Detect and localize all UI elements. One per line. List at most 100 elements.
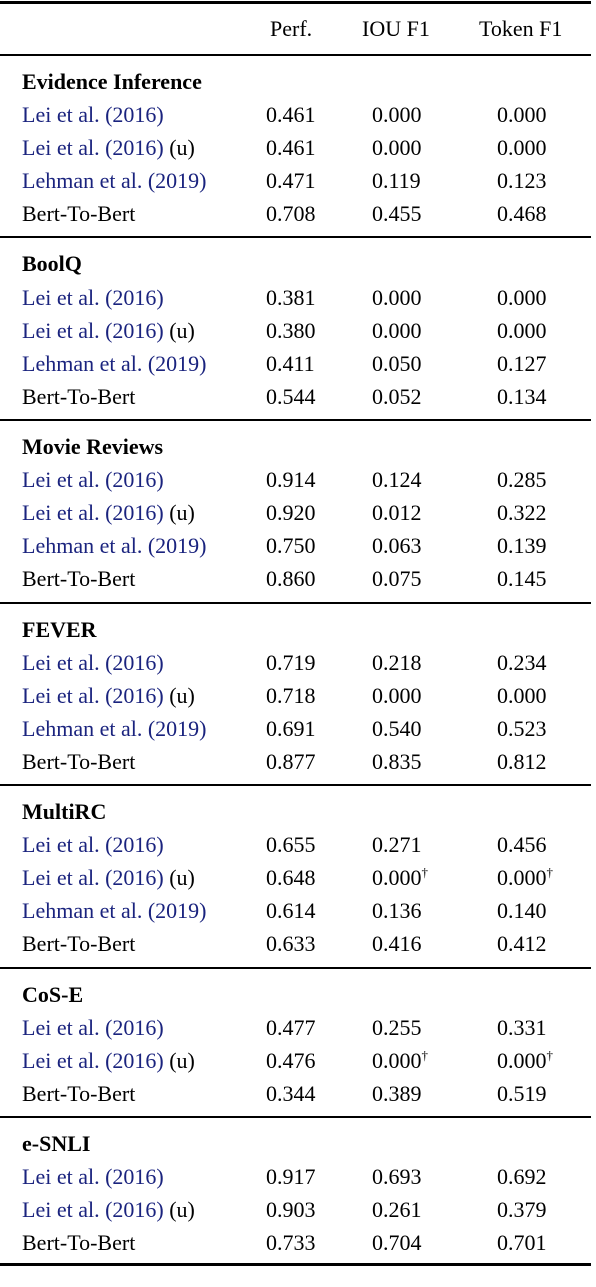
iou-f1-value: 0.124 (372, 467, 422, 492)
iou-f1-cell: 0.052 (372, 380, 422, 413)
table-row: Lei et al. (2016) (u) 0.476 0.000† 0.000† (0, 1044, 591, 1077)
iou-f1-cell: 0.261 (372, 1193, 422, 1226)
model-name: Lehman et al. (2019) (22, 712, 207, 745)
model-name: Lei et al. (2016) (22, 463, 164, 496)
token-f1-cell: 0.139 (497, 529, 547, 562)
perf-value: 0.381 (266, 285, 316, 310)
table-row: Lei et al. (2016) (u) 0.903 0.261 0.379 (0, 1193, 591, 1226)
section-title-row: Movie Reviews (0, 430, 591, 463)
citation-close: ) (156, 285, 164, 310)
iou-f1-cell: 0.218 (372, 646, 422, 679)
iou-f1-cell: 0.704 (372, 1226, 422, 1259)
iou-f1-value: 0.835 (372, 749, 422, 774)
citation-author: Lei et al. ( (22, 285, 113, 310)
citation-author: Lehman et al. ( (22, 351, 156, 376)
model-label: Bert-To-Bert (22, 1230, 136, 1255)
section-title-row: CoS-E (0, 978, 591, 1011)
citation-close: ) (156, 1164, 164, 1189)
section-title-row: Evidence Inference (0, 65, 591, 98)
table-row: Lei et al. (2016) (u) 0.920 0.012 0.322 (0, 496, 591, 529)
section-rule (0, 784, 591, 786)
iou-f1-value: 0.119 (372, 168, 421, 193)
perf-value: 0.718 (266, 683, 316, 708)
model-name: Lei et al. (2016) (22, 1160, 164, 1193)
section-title: e-SNLI (22, 1131, 91, 1156)
token-f1-cell: 0.000 (497, 314, 547, 347)
unsupervised-marker: (u) (163, 135, 195, 160)
section-title: MultiRC (22, 799, 107, 824)
section-title-row: e-SNLI (0, 1127, 591, 1160)
citation-author: Lei et al. ( (22, 318, 113, 343)
token-f1-cell: 0.456 (497, 828, 547, 861)
table-row: Lei et al. (2016) 0.477 0.255 0.331 (0, 1011, 591, 1044)
perf-value: 0.903 (266, 1197, 316, 1222)
token-f1-cell: 0.701 (497, 1226, 547, 1259)
model-name: Lei et al. (2016) (22, 98, 164, 131)
token-f1-value: 0.000 (497, 318, 547, 343)
table-row: Lei et al. (2016) 0.917 0.693 0.692 (0, 1160, 591, 1193)
token-f1-value: 0.000 (497, 865, 547, 890)
iou-f1-cell: 0.063 (372, 529, 422, 562)
citation-year: 2016 (112, 318, 157, 343)
perf-value: 0.471 (266, 168, 316, 193)
unsupervised-marker: (u) (163, 683, 195, 708)
citation-year: 2016 (112, 1015, 157, 1040)
citation-close: ) (156, 135, 164, 160)
table-row: Lei et al. (2016) 0.381 0.000 0.000 (0, 281, 591, 314)
section-title-row: BoolQ (0, 247, 591, 280)
dagger-mark: † (546, 864, 554, 880)
iou-f1-value: 0.000 (372, 865, 422, 890)
citation-year: 2016 (112, 102, 157, 127)
model-name: Lehman et al. (2019) (22, 164, 207, 197)
citation-close: ) (199, 716, 207, 741)
iou-f1-cell: 0.271 (372, 828, 422, 861)
token-f1-value: 0.000 (497, 285, 547, 310)
citation-author: Lehman et al. ( (22, 168, 156, 193)
token-f1-value: 0.234 (497, 650, 547, 675)
model-name: Lei et al. (2016) (u) (22, 679, 195, 712)
unsupervised-marker: (u) (163, 1048, 195, 1073)
token-f1-value: 0.145 (497, 566, 547, 591)
model-name: Bert-To-Bert (22, 562, 135, 595)
iou-f1-cell: 0.000 (372, 131, 422, 164)
iou-f1-value: 0.000 (372, 135, 422, 160)
iou-f1-value: 0.218 (372, 650, 422, 675)
token-f1-value: 0.692 (497, 1164, 547, 1189)
citation-author: Lei et al. ( (22, 467, 113, 492)
citation-author: Lei et al. ( (22, 1164, 113, 1189)
citation-author: Lei et al. ( (22, 650, 113, 675)
citation-author: Lei et al. ( (22, 832, 113, 857)
section-rule (0, 1116, 591, 1118)
bottom-rule (0, 1263, 591, 1266)
iou-f1-value: 0.000 (372, 1048, 422, 1073)
table-row: Lehman et al. (2019) 0.471 0.119 0.123 (0, 164, 591, 197)
citation-close: ) (156, 683, 164, 708)
citation-year: 2019 (155, 533, 200, 558)
perf-value: 0.344 (266, 1081, 316, 1106)
iou-f1-value: 0.261 (372, 1197, 422, 1222)
unsupervised-marker: (u) (163, 865, 195, 890)
iou-f1-value: 0.389 (372, 1081, 422, 1106)
iou-f1-value: 0.704 (372, 1230, 422, 1255)
perf-value: 0.411 (266, 351, 315, 376)
token-f1-value: 0.456 (497, 832, 547, 857)
token-f1-cell: 0.812 (497, 745, 547, 778)
iou-f1-cell: 0.119 (372, 164, 421, 197)
section-title-row: FEVER (0, 613, 591, 646)
model-name: Bert-To-Bert (22, 745, 135, 778)
citation-close: ) (156, 467, 164, 492)
citation-close: ) (156, 832, 164, 857)
token-f1-cell: 0.000† (497, 861, 553, 894)
iou-f1-value: 0.012 (372, 500, 422, 525)
table-row: Bert-To-Bert 0.544 0.052 0.134 (0, 380, 591, 413)
token-f1-cell: 0.322 (497, 496, 547, 529)
token-f1-value: 0.285 (497, 467, 547, 492)
perf-value: 0.461 (266, 102, 316, 127)
token-f1-cell: 0.000 (497, 281, 547, 314)
token-f1-cell: 0.127 (497, 347, 547, 380)
header-token: Token F1 (479, 16, 563, 41)
model-label: Bert-To-Bert (22, 201, 136, 226)
dagger-mark: † (546, 1047, 554, 1063)
section-rule (0, 967, 591, 969)
perf-value: 0.633 (266, 931, 316, 956)
